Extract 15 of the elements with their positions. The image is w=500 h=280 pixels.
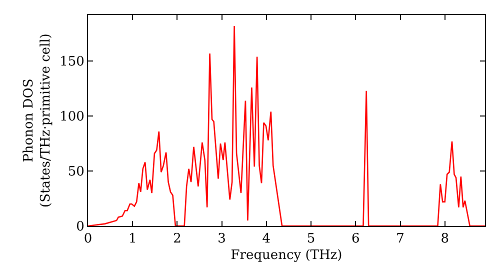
line-series	[88, 25, 485, 226]
x-tick-label: 2	[173, 232, 182, 247]
y-axis-title: Phonon DOS (States/THz·primitive cell)	[22, 33, 54, 208]
x-axis-title: Frequency (THz)	[230, 248, 342, 264]
x-tick-label: 3	[218, 232, 226, 247]
x-tick-label: 4	[262, 232, 271, 247]
y-tick-label: 150	[60, 54, 84, 70]
x-tick-label: 8	[440, 232, 449, 247]
x-tick-label: 1	[128, 232, 137, 247]
x-tick-label: 5	[306, 232, 316, 247]
y-tick-label: 0	[76, 220, 84, 235]
x-tick-label: 7	[396, 232, 404, 247]
y-tick-label: 50	[68, 164, 84, 180]
x-tick-label: 6	[352, 232, 360, 247]
y-tick-label: 100	[60, 110, 84, 125]
